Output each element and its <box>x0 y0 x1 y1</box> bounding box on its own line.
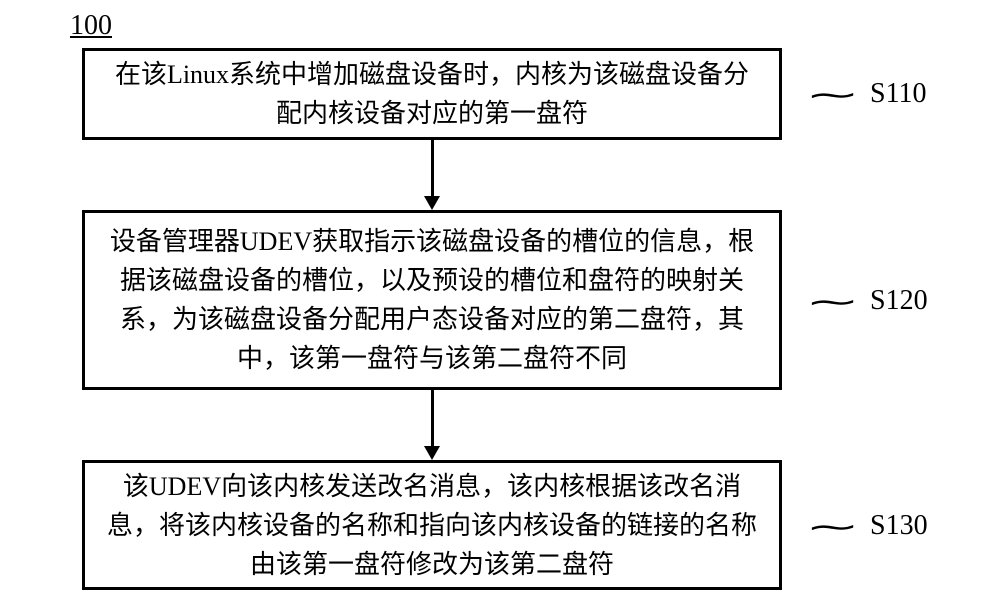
connector-line <box>431 140 434 198</box>
step-text: 设备管理器UDEV获取指示该磁盘设备的槽位的信息，根据该磁盘设备的槽位，以及预设… <box>105 222 759 378</box>
connector-tilde: ∼ <box>805 78 860 113</box>
step-label-s120: S120 <box>870 285 928 317</box>
arrow-head-icon <box>424 196 440 210</box>
connector-tilde: ∼ <box>805 285 860 320</box>
figure-label: 100 <box>70 10 112 42</box>
step-label-s110: S110 <box>870 78 927 110</box>
step-box-s130: 该UDEV向该内核发送改名消息，该内核根据该改名消息，将该内核设备的名称和指向该… <box>82 460 782 590</box>
step-box-s120: 设备管理器UDEV获取指示该磁盘设备的槽位的信息，根据该磁盘设备的槽位，以及预设… <box>82 210 782 390</box>
step-text: 该UDEV向该内核发送改名消息，该内核根据该改名消息，将该内核设备的名称和指向该… <box>105 467 759 584</box>
step-text: 在该Linux系统中增加磁盘设备时，内核为该磁盘设备分配内核设备对应的第一盘符 <box>105 55 759 133</box>
connector-line <box>431 390 434 448</box>
step-box-s110: 在该Linux系统中增加磁盘设备时，内核为该磁盘设备分配内核设备对应的第一盘符 <box>82 48 782 140</box>
arrow-head-icon <box>424 446 440 460</box>
step-label-s130: S130 <box>870 510 928 542</box>
connector-tilde: ∼ <box>805 510 860 545</box>
